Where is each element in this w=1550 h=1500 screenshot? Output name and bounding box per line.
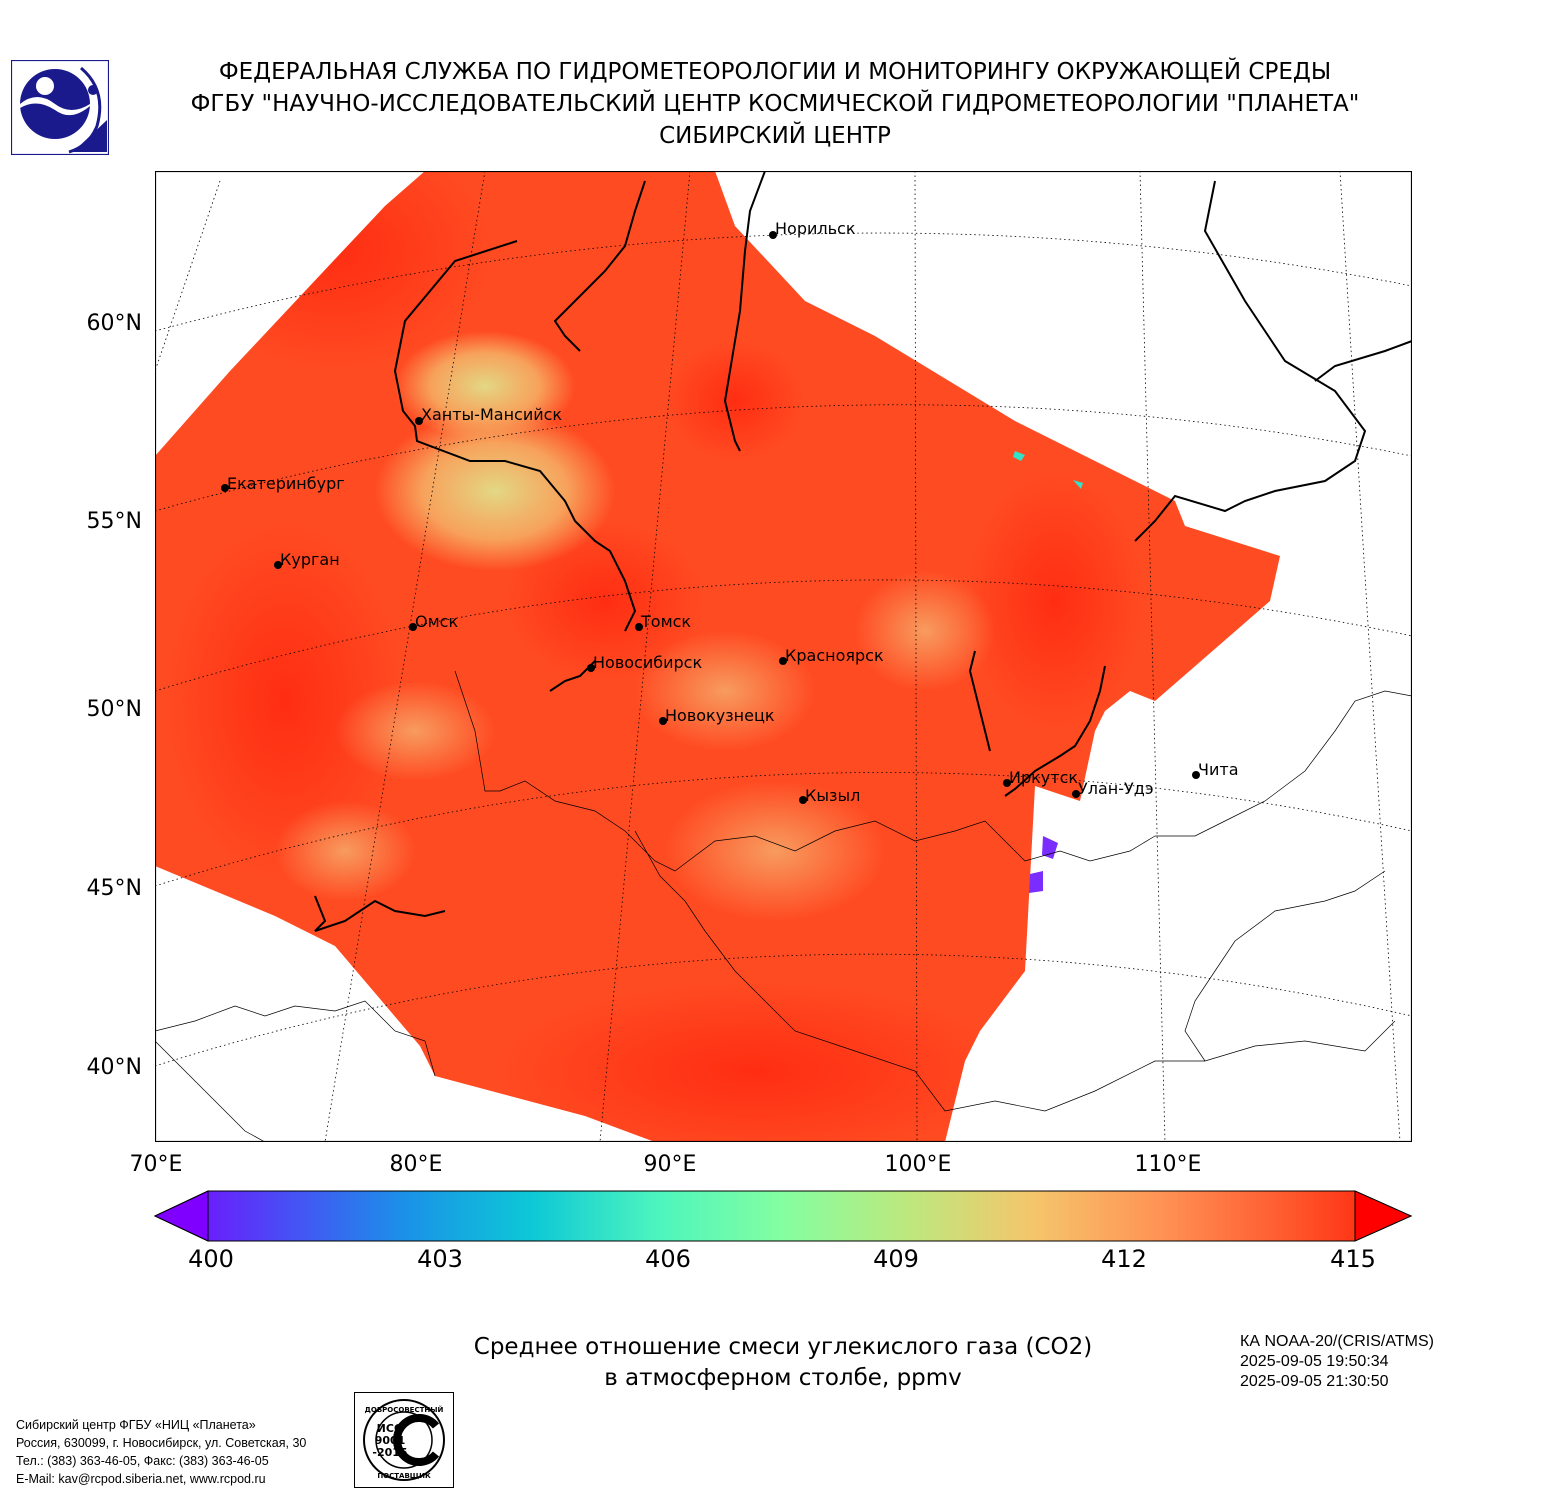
city-label-irkutsk: Иркутск: [1009, 768, 1078, 787]
colorbar-tick-412: 412: [1101, 1245, 1147, 1273]
cert-text-2: 9001: [375, 1434, 406, 1447]
lon-label-110: 110°E: [1134, 1152, 1202, 1177]
cert-bottom-text: ПОСТАВЩИК: [377, 1472, 431, 1480]
city-label-kurgan: Курган: [280, 550, 340, 569]
lon-label-70: 70°E: [129, 1152, 183, 1177]
city-marker-irkutsk: [1003, 779, 1011, 787]
colorbar-tick-400: 400: [188, 1245, 234, 1273]
footer-contacts: Сибирский центр ФГБУ «НИЦ «Планета» Росс…: [16, 1416, 306, 1488]
city-label-khanty-mansiysk: Ханты-Мансийск: [421, 405, 562, 424]
footer-phone: Тел.: (383) 363-46-05, Факс: (383) 363-4…: [16, 1454, 269, 1468]
caption-line-1: Среднее отношение смеси углекислого газа…: [473, 1334, 1093, 1360]
city-label-novokuznetsk: Новокузнецк: [665, 706, 775, 725]
city-marker-tomsk: [635, 623, 643, 631]
footer-address: Россия, 630099, г. Новосибирск, ул. Сове…: [16, 1436, 307, 1450]
header-line-3: СИБИРСКИЙ ЦЕНТР: [659, 123, 891, 149]
colorbar: [153, 1190, 1413, 1242]
header: ФЕДЕРАЛЬНАЯ СЛУЖБА ПО ГИДРОМЕТЕОРОЛОГИИ …: [0, 56, 1550, 152]
city-label-ulan-ude: Улан-Удэ: [1078, 779, 1154, 798]
satellite-start-time: 2025-09-05 19:50:34: [1240, 1353, 1389, 1370]
city-marker-novokuznetsk: [659, 717, 667, 725]
caption-line-2: в атмосферном столбе, ppmv: [604, 1365, 962, 1391]
colorbar-tick-403: 403: [417, 1245, 463, 1273]
lat-label-55: 55°N: [86, 509, 142, 534]
iso-certificate-badge: ДОБРОСОВЕСТНЫЙ ИСО 9001 -2015 ПОСТАВЩИК: [354, 1392, 454, 1488]
city-label-krasnoyarsk: Красноярск: [785, 646, 884, 665]
city-label-tomsk: Томск: [640, 612, 691, 631]
footer-org: Сибирский центр ФГБУ «НИЦ «Планета»: [16, 1418, 256, 1432]
lat-label-45: 45°N: [86, 876, 142, 901]
city-label-omsk: Омск: [415, 612, 458, 631]
cert-text-1: ИСО: [377, 1422, 404, 1435]
satellite-info: КА NOAA-20/(CRIS/ATMS) 2025-09-05 19:50:…: [1240, 1332, 1434, 1392]
colorbar-tick-406: 406: [645, 1245, 691, 1273]
graticule: [155, 171, 1412, 1142]
map-caption: Среднее отношение смеси углекислого газа…: [383, 1332, 1183, 1394]
city-markers: [221, 231, 1200, 804]
city-marker-novosibirsk: [587, 664, 595, 672]
cert-top-text: ДОБРОСОВЕСТНЫЙ: [365, 1405, 444, 1414]
header-line-1: ФЕДЕРАЛЬНАЯ СЛУЖБА ПО ГИДРОМЕТЕОРОЛОГИИ …: [218, 59, 1332, 85]
city-marker-khanty-mansiysk: [415, 417, 423, 425]
city-label-chita: Чита: [1198, 760, 1239, 779]
city-label-norilsk: Норильск: [775, 219, 856, 238]
city-marker-krasnoyarsk: [779, 657, 787, 665]
lat-label-40: 40°N: [86, 1055, 142, 1080]
satellite-end-time: 2025-09-05 21:30:50: [1240, 1373, 1389, 1390]
city-marker-norilsk: [769, 231, 777, 239]
city-marker-kyzyl: [799, 796, 807, 804]
satellite-name: КА NOAA-20/(CRIS/ATMS): [1240, 1333, 1434, 1350]
header-line-2: ФГБУ "НАУЧНО-ИССЛЕДОВАТЕЛЬСКИЙ ЦЕНТР КОС…: [190, 91, 1360, 117]
city-marker-ulan-ude: [1072, 790, 1080, 798]
co2-map: Норильск Ханты-Мансийск Екатеринбург Кур…: [155, 171, 1412, 1142]
city-label-kyzyl: Кызыл: [805, 786, 860, 805]
city-label-yekaterinburg: Екатеринбург: [227, 474, 345, 493]
planeta-logo: [11, 60, 109, 155]
lat-label-60: 60°N: [86, 311, 142, 336]
lon-label-80: 80°E: [389, 1152, 443, 1177]
colorbar-tick-409: 409: [873, 1245, 919, 1273]
footer-email: E-Mail: kav@rcpod.siberia.net, www.rcpod…: [16, 1472, 266, 1486]
colorbar-tick-415: 415: [1330, 1245, 1376, 1273]
city-marker-chita: [1192, 771, 1200, 779]
map-frame: [155, 171, 1412, 1142]
lat-label-50: 50°N: [86, 697, 142, 722]
borders: [155, 670, 1412, 1142]
city-marker-yekaterinburg: [221, 484, 229, 492]
city-label-novosibirsk: Новосибирск: [593, 653, 702, 672]
city-marker-kurgan: [274, 561, 282, 569]
lon-label-100: 100°E: [884, 1152, 952, 1177]
city-marker-omsk: [409, 623, 417, 631]
cert-text-3: -2015: [372, 1446, 407, 1459]
lon-label-90: 90°E: [643, 1152, 697, 1177]
